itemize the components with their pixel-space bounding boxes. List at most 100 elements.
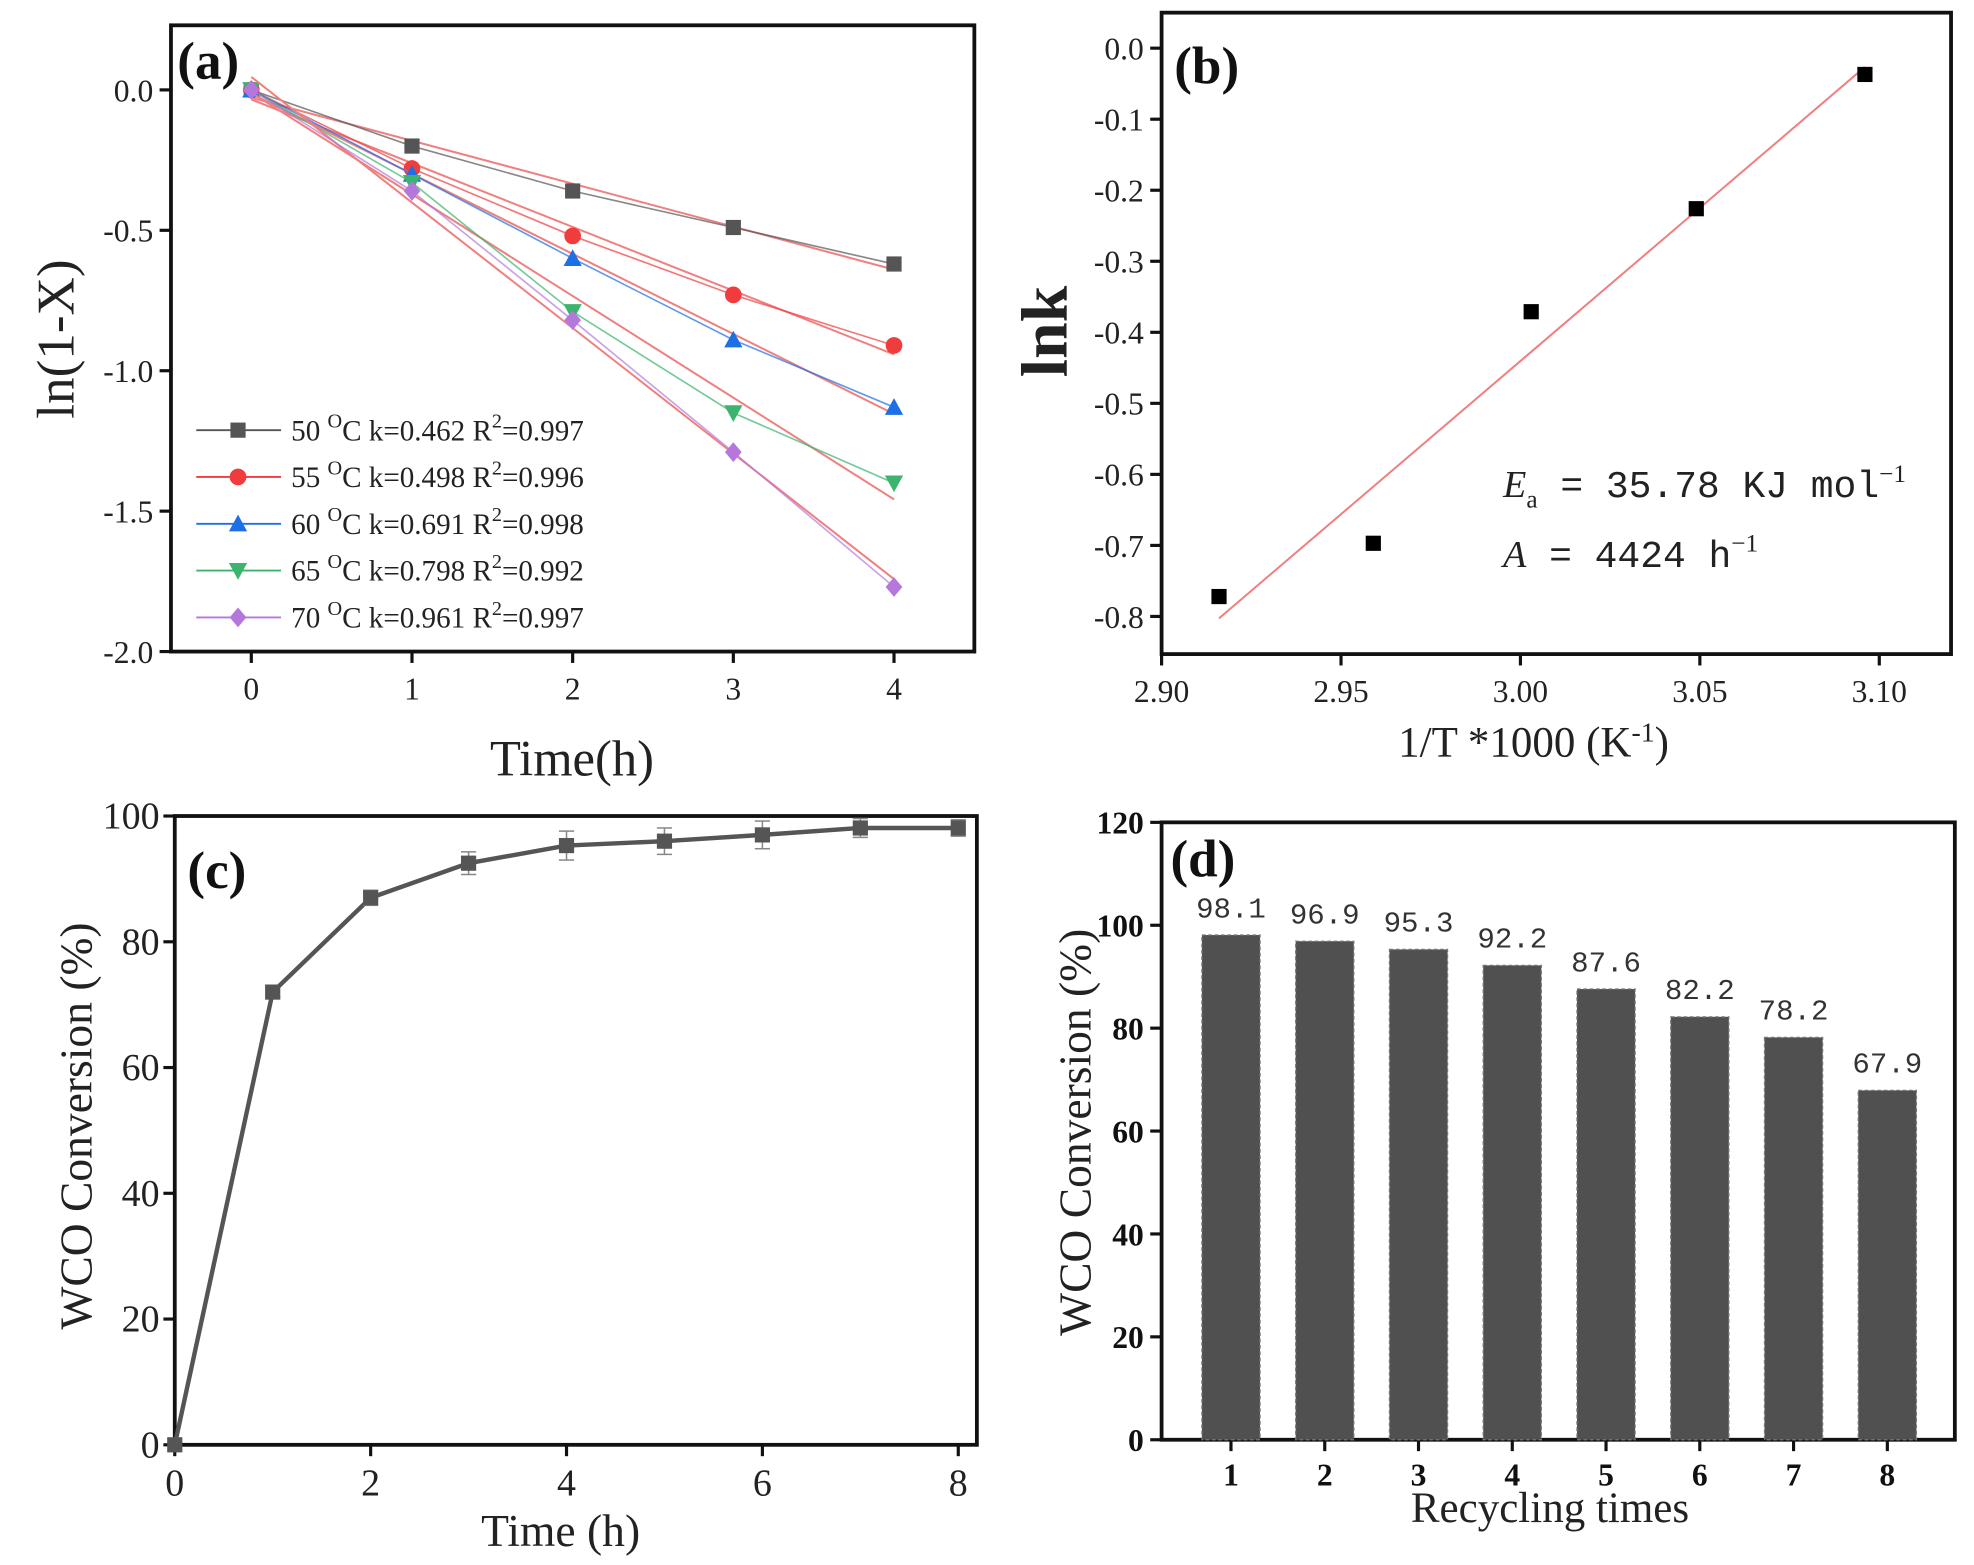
y-tick-label: -0.5 (103, 214, 153, 249)
x-tick-label: 3 (725, 672, 741, 707)
x-axis-label: Time (h) (481, 1505, 640, 1556)
panel-label: (d) (1170, 831, 1235, 889)
pre-exponential-annotation: A = 4424 h−1 (1500, 530, 1758, 579)
data-point (885, 337, 903, 354)
y-tick-label: 20 (122, 1299, 160, 1341)
bar (1295, 940, 1355, 1441)
data-point (265, 984, 281, 1000)
legend-marker (228, 514, 248, 532)
bar (1857, 1089, 1918, 1441)
y-tick-label: -0.6 (1094, 458, 1144, 493)
data-point (724, 330, 743, 348)
y-tick-label: 0 (141, 1424, 160, 1466)
y-tick-label: 40 (122, 1173, 160, 1215)
y-tick-label: -0.8 (1094, 600, 1144, 635)
data-point (884, 398, 904, 415)
panel-b-chart: 0.0 -0.1 -0.2 -0.3 -0.4 -0.5 -0.6 -0.7 -0.8 2.90 2… (1009, 10, 1953, 767)
y-tick-label: 100 (1096, 909, 1143, 944)
legend-marker (229, 468, 247, 486)
x-axis-label: Recycling times (1411, 1485, 1689, 1532)
bar (1670, 1016, 1730, 1441)
legend-item: 60 OC k=0.691 R2=0.998 (196, 504, 584, 541)
data-point (950, 820, 966, 836)
y-tick-label: 60 (122, 1047, 160, 1089)
data-point (886, 256, 902, 272)
y-axis-label: ln(1-X) (28, 259, 86, 418)
x-tick-label: 0 (165, 1462, 184, 1504)
x-tick-label: 2.95 (1313, 674, 1368, 709)
x-tick-label: 8 (949, 1462, 968, 1504)
plot-frame (1159, 10, 1953, 656)
y-tick-label: 0.0 (114, 73, 154, 108)
data-point (563, 249, 582, 266)
activation-energy-annotation: Ea = 35.78 KJ mol−1 (1502, 460, 1906, 513)
plot-frame (172, 814, 979, 1447)
x-tick-label: 4 (886, 672, 902, 707)
x-tick-label: 7 (1786, 1457, 1802, 1492)
bar-data-label: 82.2 (1665, 975, 1735, 1008)
y-tick-label: 0 (1128, 1423, 1144, 1458)
data-point (656, 833, 673, 849)
x-tick-label: 6 (753, 1462, 772, 1504)
data-point (460, 855, 477, 871)
data-point (1688, 201, 1704, 217)
bar-data-label: 67.9 (1852, 1049, 1922, 1082)
panel-label: (c) (187, 842, 246, 900)
data-point (852, 820, 868, 836)
legend-label: 55 OC k=0.498 R2=0.996 (291, 457, 584, 494)
x-tick-label: 0 (243, 672, 259, 707)
bar (1482, 964, 1542, 1441)
panel-label: (a) (177, 32, 239, 90)
y-tick-label: 120 (1096, 806, 1143, 841)
data-point (1211, 588, 1227, 605)
panel-a-chart: 0.0 -0.5 -1.0 -1.5 -2.0 0 1 2 3 4 Time(h) ln(1-X) (a… (28, 23, 977, 787)
y-tick-label: -0.1 (1094, 103, 1144, 138)
legend-label: 50 OC k=0.462 R2=0.997 (291, 411, 584, 448)
y-tick-label: 100 (103, 796, 160, 838)
legend-item: 55 OC k=0.498 R2=0.996 (196, 457, 584, 494)
data-point (564, 310, 582, 331)
y-tick-label: -2.0 (103, 635, 153, 670)
x-tick-label: 2 (565, 672, 581, 707)
panel-c-chart: 0 20 40 60 80 100 0 2 4 6 8 Time (h) WCO Conversion … (50, 796, 979, 1556)
bar-data-label: 96.9 (1290, 899, 1360, 932)
bar (1388, 948, 1449, 1441)
y-axis-label: lnk (1009, 285, 1082, 377)
x-tick-label: 1 (404, 672, 420, 707)
x-axis-label: Time(h) (490, 731, 654, 787)
legend-label: 60 OC k=0.691 R2=0.998 (291, 504, 584, 541)
bar-data-label: 95.3 (1384, 908, 1454, 941)
y-tick-label: 40 (1112, 1217, 1144, 1252)
legend-label: 70 OC k=0.961 R2=0.997 (291, 598, 584, 635)
data-point (724, 442, 742, 463)
x-tick-label: 3 (1411, 1457, 1427, 1492)
fit-line (1218, 66, 1866, 620)
data-point (1857, 66, 1873, 83)
legend-item: 70 OC k=0.961 R2=0.997 (196, 598, 584, 635)
bar-data-label: 87.6 (1571, 947, 1641, 980)
y-tick-label: -0.5 (1094, 387, 1144, 422)
legend-marker (228, 562, 248, 580)
y-tick-label: -0.2 (1094, 174, 1144, 209)
data-point (564, 227, 582, 245)
data-point (725, 219, 741, 236)
x-tick-label: 8 (1879, 1457, 1895, 1492)
y-tick-label: 80 (122, 921, 160, 963)
x-tick-label: 2 (1317, 1457, 1333, 1492)
bar-data-label: 78.2 (1759, 996, 1829, 1029)
x-tick-label: 1 (1223, 1457, 1239, 1492)
y-tick-label: 60 (1112, 1114, 1144, 1149)
y-tick-label: 0.0 (1104, 32, 1144, 67)
x-tick-label: 4 (1504, 1457, 1520, 1492)
panel-d-chart: 0 20 40 60 80 100 120 1 98.1 2 96.9 3 95.3 4 92.2 5 87.6… (1050, 806, 1957, 1532)
x-tick-label: 3.00 (1493, 674, 1548, 709)
data-point (885, 577, 903, 597)
y-tick-label: -1.0 (103, 354, 153, 389)
x-tick-label: 2 (361, 1462, 380, 1504)
y-axis-label: WCO Conversion (%) (50, 922, 101, 1329)
panel-label: (b) (1174, 38, 1239, 96)
series-line (172, 825, 959, 1446)
y-tick-label: -0.3 (1094, 245, 1144, 280)
x-axis-label: 1/T *1000 (K-1) (1398, 717, 1669, 766)
